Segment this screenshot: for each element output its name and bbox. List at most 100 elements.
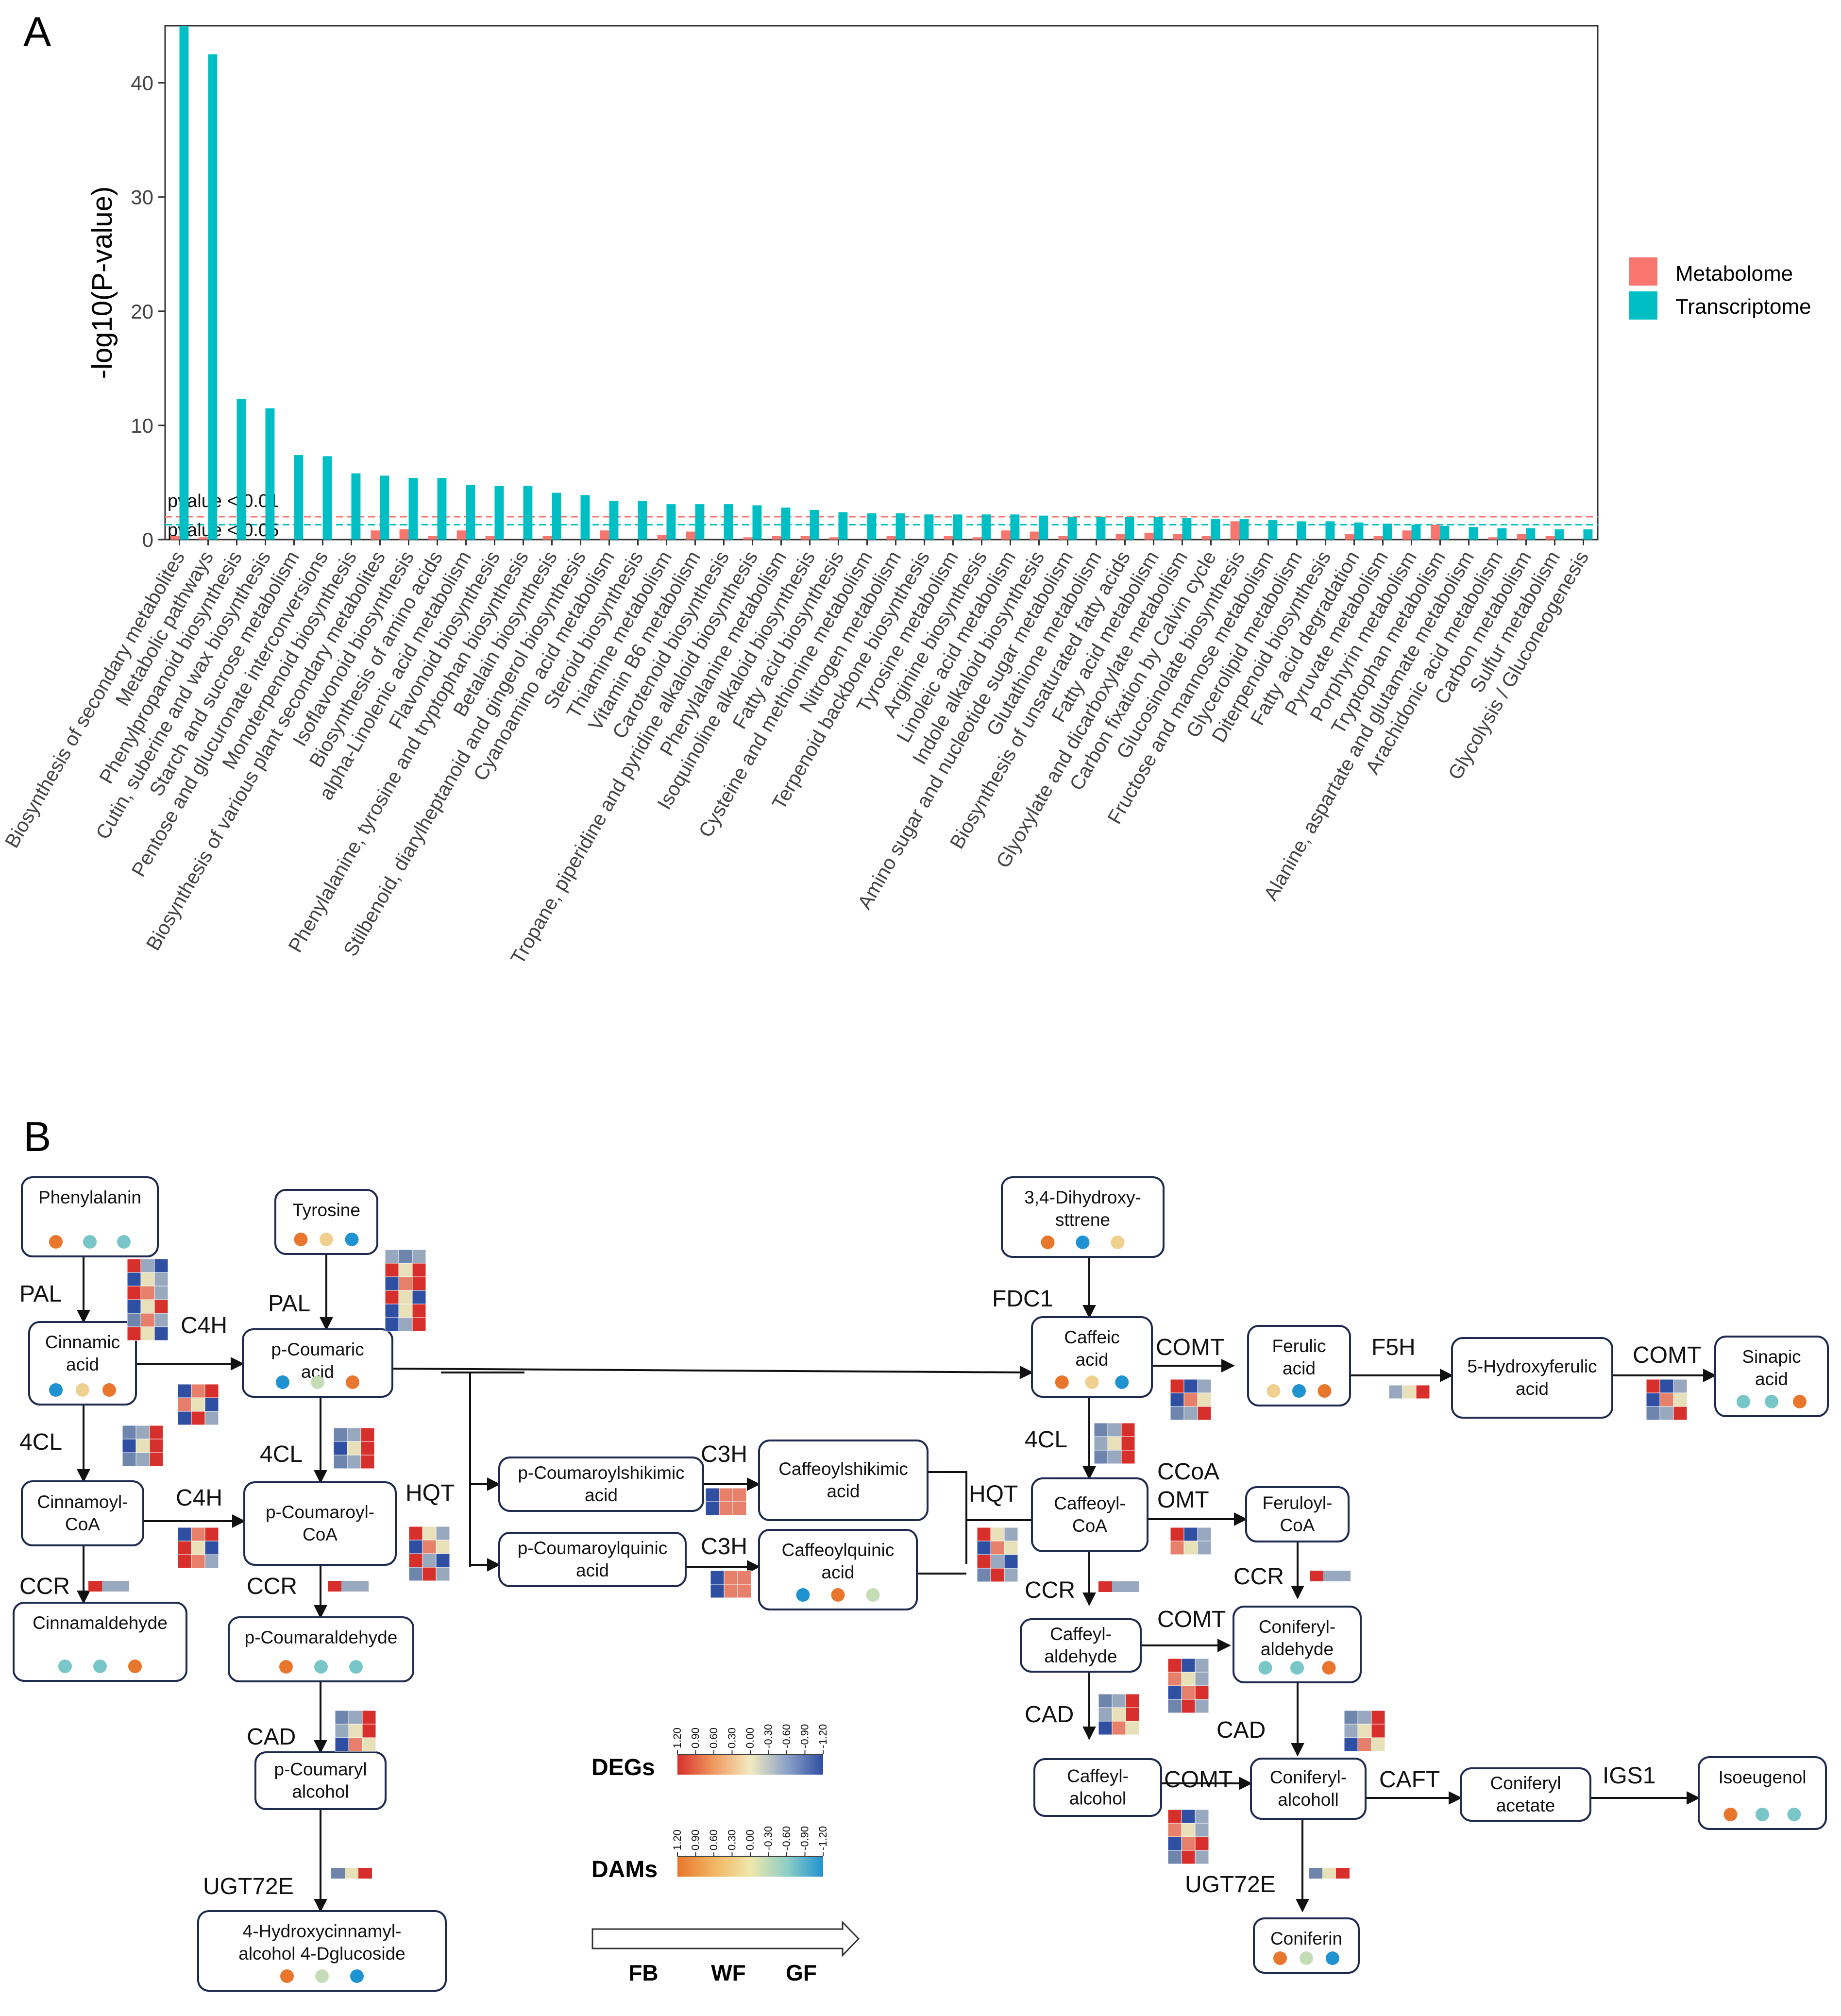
metabolite-dot <box>1787 1808 1801 1821</box>
bar-transcriptome <box>867 513 877 540</box>
metabolite-dot <box>1258 1661 1272 1675</box>
node-label: Tyrosine <box>292 1200 360 1220</box>
bar-transcriptome <box>1383 524 1392 540</box>
heatmap-cell <box>1167 1685 1182 1700</box>
bar-metabolome <box>542 536 552 540</box>
heatmap-cell <box>436 1540 450 1554</box>
enzyme-cad1: CAD <box>247 1724 296 1750</box>
heatmap-cell <box>1183 1406 1198 1421</box>
heatmap-cell <box>977 1527 991 1542</box>
dams-tick-label: 0.60 <box>708 1830 720 1850</box>
bar-metabolome <box>1001 530 1011 540</box>
heatmap-cell <box>1167 1850 1182 1864</box>
heatmap-cell <box>127 1299 141 1314</box>
bar-transcriptome <box>1096 516 1106 540</box>
metabolite-dot <box>49 1235 63 1249</box>
dams-colorbar <box>677 1857 823 1877</box>
metabolite-dot <box>1290 1661 1304 1675</box>
heatmap-cell <box>1112 1707 1126 1722</box>
heatmap-cell <box>436 1526 450 1541</box>
heatmap-cell <box>348 1710 363 1725</box>
metabolite-nodes: Phenylalanin Tyrosine 3,4-Dihydroxy-sttren… <box>13 1176 1829 1992</box>
heatmap-cell <box>355 1581 369 1592</box>
metabolite-dot <box>1326 1951 1339 1965</box>
heatmap-cell <box>335 1737 349 1752</box>
heatmap-cell <box>177 1541 192 1555</box>
heatmap-cell <box>398 1290 413 1304</box>
heatmap-cell <box>362 1724 376 1738</box>
enzyme-ccr4: CCR <box>1233 1564 1284 1590</box>
heatmap-cell <box>135 1452 150 1467</box>
node-label: aldehyde <box>1261 1639 1334 1659</box>
heatmap-cell <box>1167 1699 1182 1713</box>
heatmap-cell <box>135 1439 150 1453</box>
metabolite-dot <box>831 1588 845 1602</box>
bar-transcriptome <box>924 514 934 540</box>
node-box <box>1033 1758 1162 1817</box>
heatmap-cell <box>177 1397 192 1412</box>
enzyme-labels: PAL PAL C4H C4H 4CL 4CL 4CL CCR CCR CCR CCR HQT HQT C… <box>19 1281 1701 1899</box>
metabolite-dot <box>280 1969 294 1983</box>
heatmap-cell <box>1310 1571 1323 1581</box>
heatmap-tile <box>977 1527 1018 1582</box>
node-box <box>197 1910 447 1992</box>
bar-transcriptome <box>1497 528 1507 540</box>
node-box <box>21 1480 144 1546</box>
heatmap-cell <box>398 1276 413 1291</box>
legend-label-metabolome: Metabolome <box>1675 262 1793 286</box>
heatmap-cell <box>1357 1710 1372 1725</box>
metabolite-dot <box>294 1233 308 1246</box>
heatmap-cell <box>1322 1868 1336 1879</box>
bar-transcriptome <box>1411 525 1421 540</box>
node-label: alcohol <box>292 1782 349 1802</box>
heatmap-cell <box>1336 1868 1350 1879</box>
metabolite-dot <box>1055 1375 1069 1389</box>
heatmap-cell <box>191 1527 205 1542</box>
heatmap-cell <box>140 1326 155 1341</box>
heatmap-cell <box>1673 1406 1688 1421</box>
node-caffeyl-aldehyde: Caffeyl-aldehyde <box>1020 1618 1142 1673</box>
heatmap-cell <box>385 1290 399 1304</box>
heatmap-cell <box>149 1439 164 1453</box>
heatmap-cell <box>1659 1406 1674 1421</box>
heatmap-cell <box>422 1526 437 1541</box>
chart-legend: Metabolome Transcriptome <box>1629 257 1811 320</box>
heatmap-tile <box>385 1249 426 1332</box>
heatmap-cell <box>1183 1379 1198 1393</box>
heatmap-tile <box>333 1427 375 1469</box>
heatmap-cell <box>710 1570 725 1585</box>
bar-metabolome <box>1058 536 1068 540</box>
heatmap-cell <box>1344 1724 1358 1738</box>
heatmap-cell <box>408 1553 423 1568</box>
heatmap-cell <box>122 1439 136 1453</box>
heatmap-cell <box>1170 1541 1184 1555</box>
node-caffeoyl-coa: Caffeoyl- CoA <box>1031 1477 1149 1552</box>
heatmap-cell <box>140 1313 155 1327</box>
heatmap-cell <box>1195 1809 1209 1824</box>
heatmap-cell <box>1197 1527 1212 1542</box>
bar-transcriptome <box>695 504 705 540</box>
metabolite-dot <box>1267 1384 1281 1398</box>
heatmap-cell <box>412 1263 426 1277</box>
bar-transcriptome <box>1268 520 1278 540</box>
node-box <box>1001 1176 1165 1258</box>
node-hydroxycinnamyl: 4-Hydroxycinnamyl-alcohol 4-Dglucoside <box>197 1910 447 1992</box>
heatmap-cell <box>385 1317 399 1332</box>
heatmap-cell <box>149 1425 164 1440</box>
dams-tick-label: -0.60 <box>780 1826 793 1850</box>
bar-metabolome <box>1545 536 1555 540</box>
metabolite-dot <box>58 1660 72 1673</box>
heatmap-cell <box>1004 1568 1018 1582</box>
dams-colorbar-ticks: 1.20 0.90 0.60 0.30 0.00 -0.30 -0.60 -0.90 -1.20 <box>671 1826 829 1857</box>
metabolite-dot <box>320 1233 333 1246</box>
heatmap-cell <box>1107 1423 1122 1437</box>
metabolite-dot <box>1723 1808 1738 1821</box>
degs-tick-label: 0.90 <box>690 1728 702 1748</box>
heatmap-cell <box>719 1488 733 1502</box>
bar-transcriptome <box>638 501 647 540</box>
bar-metabolome <box>972 537 982 540</box>
node-label: acid <box>1076 1350 1109 1370</box>
heatmap-cell <box>362 1710 376 1725</box>
heatmap-cell <box>1125 1694 1140 1708</box>
enzyme-caft: CAFT <box>1379 1767 1440 1793</box>
